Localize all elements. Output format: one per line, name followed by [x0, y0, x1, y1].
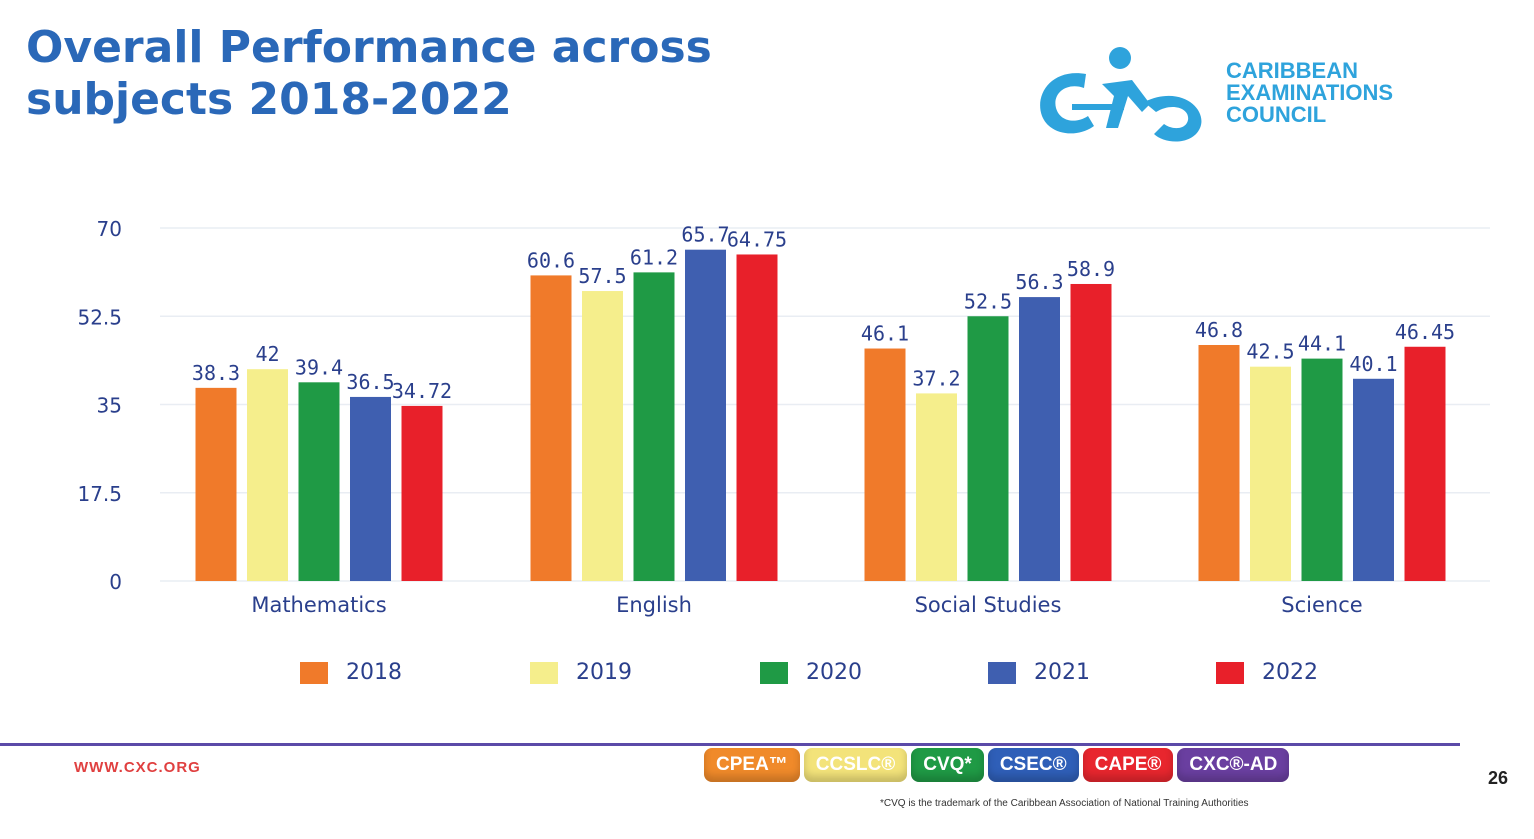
x-tick-label: English	[616, 593, 692, 617]
legend-swatch	[760, 661, 788, 684]
data-label: 42.5	[1246, 340, 1294, 364]
legend-label: 2022	[1262, 660, 1318, 685]
data-label: 34.72	[392, 379, 452, 403]
data-label: 46.1	[861, 322, 909, 346]
data-label: 37.2	[912, 366, 960, 390]
chart-legend: 2018 2019 2020 2021 2022	[0, 660, 1534, 690]
legend-item-2022: 2022	[1216, 660, 1318, 685]
bar-mathematics-2022	[401, 405, 443, 581]
logo-line-3: COUNCIL	[1226, 102, 1327, 127]
bar-english-2021	[685, 249, 726, 582]
data-label: 57.5	[578, 264, 626, 288]
brand-badges: CPEA™ CCSLC® CVQ* CSEC® CAPE® CXC®-AD	[704, 748, 1290, 782]
title-line-1: Overall Performance across	[26, 22, 712, 73]
y-tick-label: 52.5	[77, 305, 122, 329]
x-tick-label: Mathematics	[251, 593, 386, 617]
bar-social-studies-2018	[864, 348, 906, 581]
legend-item-2018: 2018	[300, 660, 402, 685]
data-label: 36.5	[346, 370, 394, 394]
data-label: 58.9	[1067, 257, 1115, 281]
legend-swatch	[530, 661, 558, 684]
bar-english-2022	[736, 254, 778, 581]
legend-item-2021: 2021	[988, 660, 1090, 685]
legend-label: 2019	[576, 660, 632, 685]
brand-badge: CSEC®	[987, 748, 1079, 782]
bar-science-2020	[1301, 358, 1343, 581]
legend-label: 2020	[806, 660, 862, 685]
footnote: *CVQ is the trademark of the Caribbean A…	[880, 798, 1249, 809]
legend-swatch	[1216, 661, 1244, 684]
legend-item-2020: 2020	[760, 660, 862, 685]
bar-english-2019	[582, 291, 623, 581]
bar-chart: 0 17.5 35 52.5 70 38.3 42 39.436.534.72 Mathemat…	[77, 217, 1490, 617]
footer-divider	[0, 743, 1460, 746]
page-title: Overall Performance across subjects 2018…	[26, 22, 712, 126]
data-label: 46.45	[1395, 320, 1455, 344]
bar-science-2022	[1404, 346, 1446, 581]
brand-badge: CCSLC®	[803, 748, 908, 782]
bar-social-studies-2022	[1070, 283, 1112, 581]
x-tick-label: Science	[1281, 593, 1362, 617]
data-label: 42	[255, 342, 279, 366]
bar-english-2020	[633, 272, 675, 581]
cxc-logo	[1040, 47, 1202, 142]
bar-science-2018	[1198, 344, 1240, 581]
legend-item-2019: 2019	[530, 660, 632, 685]
bar-mathematics-2019	[247, 369, 288, 581]
bar-mathematics-2020	[298, 382, 340, 581]
x-tick-label: Social Studies	[915, 593, 1062, 617]
bar-english-2018	[530, 275, 572, 581]
y-tick-label: 17.5	[77, 482, 122, 506]
data-label: 38.3	[192, 361, 240, 385]
y-tick-label: 0	[109, 570, 122, 594]
brand-badge: CPEA™	[704, 748, 800, 782]
brand-badge: CXC®-AD	[1177, 748, 1290, 782]
data-label: 44.1	[1298, 332, 1346, 356]
data-label: 60.6	[527, 248, 575, 272]
legend-swatch	[988, 661, 1016, 684]
page-number: 26	[1488, 768, 1509, 788]
brand-badge: CAPE®	[1082, 748, 1174, 782]
bar-social-studies-2021	[1019, 297, 1060, 581]
data-label: 46.8	[1195, 318, 1243, 342]
data-label: 40.1	[1349, 352, 1397, 376]
data-label: 65.7	[681, 223, 729, 247]
data-label: 64.75	[727, 227, 787, 251]
bar-social-studies-2019	[916, 393, 957, 581]
y-tick-label: 70	[97, 217, 122, 241]
y-tick-label: 35	[97, 394, 122, 418]
data-label: 61.2	[630, 245, 678, 269]
legend-label: 2018	[346, 660, 402, 685]
logo-text: CARIBBEAN EXAMINATIONS COUNCIL	[1226, 60, 1393, 126]
bar-mathematics-2021	[350, 396, 391, 581]
title-line-2: subjects 2018-2022	[26, 74, 512, 125]
data-label: 56.3	[1015, 270, 1063, 294]
website-link[interactable]: WWW.CXC.ORG	[74, 759, 201, 776]
bar-science-2021	[1353, 378, 1394, 581]
logo-line-1: CARIBBEAN	[1226, 58, 1358, 83]
data-label: 39.4	[295, 355, 343, 379]
logo-line-2: EXAMINATIONS	[1226, 80, 1394, 105]
bar-science-2019	[1250, 366, 1291, 581]
cxc-logo-mark	[1040, 47, 1202, 142]
data-label: 52.5	[964, 289, 1012, 313]
legend-label: 2021	[1034, 660, 1090, 685]
bar-social-studies-2020	[967, 316, 1009, 581]
brand-badge: CVQ*	[911, 748, 984, 782]
legend-swatch	[300, 661, 328, 684]
bar-mathematics-2018	[195, 387, 237, 581]
